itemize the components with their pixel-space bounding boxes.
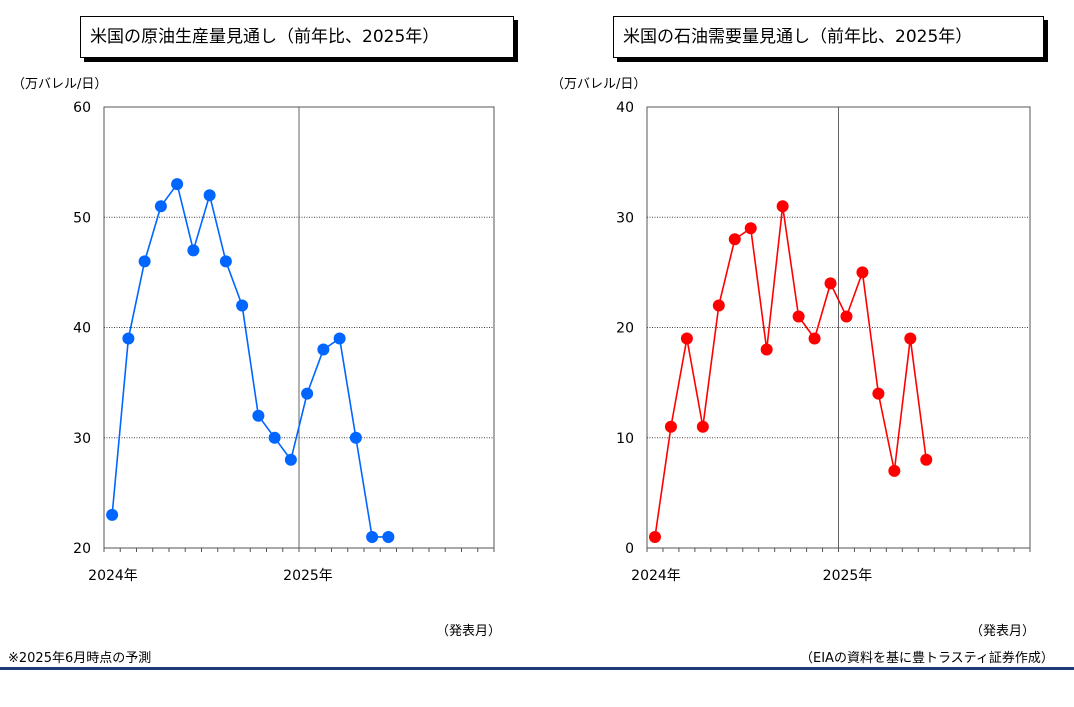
crude-production-data-point — [252, 409, 265, 422]
x-axis-label-crude-production: （発表月） — [436, 624, 502, 639]
oil-demand-data-point — [840, 310, 853, 323]
crude-production-x-tick-label: 2025年 — [283, 568, 333, 584]
y-axis-unit-oil-demand: （万バレル/日） — [551, 77, 647, 92]
crude-production-data-point — [203, 189, 216, 202]
crude-production-y-tick-label: 50 — [73, 210, 91, 226]
crude-production-data-point — [154, 200, 167, 213]
oil-demand-data-point — [712, 299, 725, 312]
oil-demand-data-point — [776, 200, 789, 213]
footnote: ※2025年6月時点の予測 — [8, 651, 152, 666]
oil-demand-data-point — [792, 310, 805, 323]
oil-demand-data-point — [696, 420, 709, 433]
oil-demand-data-point — [664, 420, 677, 433]
source-note: （EIAの資料を基に豊トラスティ証券作成） — [800, 651, 1054, 666]
oil-demand-data-point — [872, 387, 885, 400]
crude-production-series-line — [111, 182, 389, 538]
oil-demand-y-tick-label: 40 — [616, 100, 634, 116]
oil-demand-data-point — [808, 332, 821, 345]
chart-title-crude-production: 米国の原油生産量見通し（前年比、2025年） — [80, 16, 514, 58]
y-axis-unit-crude-production: （万バレル/日） — [12, 77, 108, 92]
oil-demand-data-point — [760, 343, 773, 356]
oil-demand-x-tick-label: 2025年 — [823, 568, 873, 584]
footer-divider — [0, 667, 1074, 670]
crude-production-data-point — [219, 255, 232, 268]
crude-production-data-point — [366, 530, 379, 543]
crude-production-data-point — [317, 343, 330, 356]
crude-production-x-tick-label: 2024年 — [88, 568, 138, 584]
chart-title-oil-demand: 米国の石油需要量見通し（前年比、2025年） — [613, 16, 1044, 58]
oil-demand-y-tick-label: 30 — [616, 210, 634, 226]
crude-production-y-tick-label: 40 — [73, 321, 91, 337]
crude-production-y-tick-label: 20 — [73, 541, 91, 557]
oil-demand-data-point — [888, 464, 901, 477]
oil-demand-series-line — [654, 206, 928, 538]
oil-demand-data-point — [744, 222, 757, 235]
crude-production-data-point — [187, 244, 200, 257]
oil-demand-data-point — [680, 332, 693, 345]
crude-production-data-point — [171, 178, 184, 191]
crude-production-data-point — [301, 387, 314, 400]
crude-production-data-point — [382, 530, 395, 543]
crude-production-data-point — [284, 453, 297, 466]
crude-production-data-point — [349, 431, 362, 444]
crude-production-data-point — [268, 431, 281, 444]
oil-demand-y-tick-label: 0 — [625, 541, 634, 557]
oil-demand-data-point — [728, 233, 741, 246]
oil-demand-data-point — [856, 266, 869, 279]
oil-demand-data-point — [920, 453, 933, 466]
oil-demand-data-point — [824, 277, 837, 290]
crude-production-data-point — [236, 299, 249, 312]
oil-demand-data-point — [648, 530, 661, 543]
x-axis-label-oil-demand: （発表月） — [970, 624, 1036, 639]
crude-production-data-point — [106, 508, 119, 521]
crude-production-data-point — [138, 255, 151, 268]
oil-demand-x-tick-label: 2024年 — [631, 568, 681, 584]
crude-production-data-point — [333, 332, 346, 345]
oil-demand-y-tick-label: 10 — [616, 431, 634, 447]
crude-production-data-point — [122, 332, 135, 345]
crude-production-chart: 20 30 40 50 60 2024年 2025年 — [73, 100, 495, 584]
crude-production-y-tick-label: 60 — [73, 100, 91, 116]
crude-production-y-tick-label: 30 — [73, 431, 91, 447]
oil-demand-chart: 0 10 20 30 40 2024年 2025年 — [616, 100, 1031, 584]
oil-demand-data-point — [904, 332, 917, 345]
oil-demand-y-tick-label: 20 — [616, 321, 634, 337]
